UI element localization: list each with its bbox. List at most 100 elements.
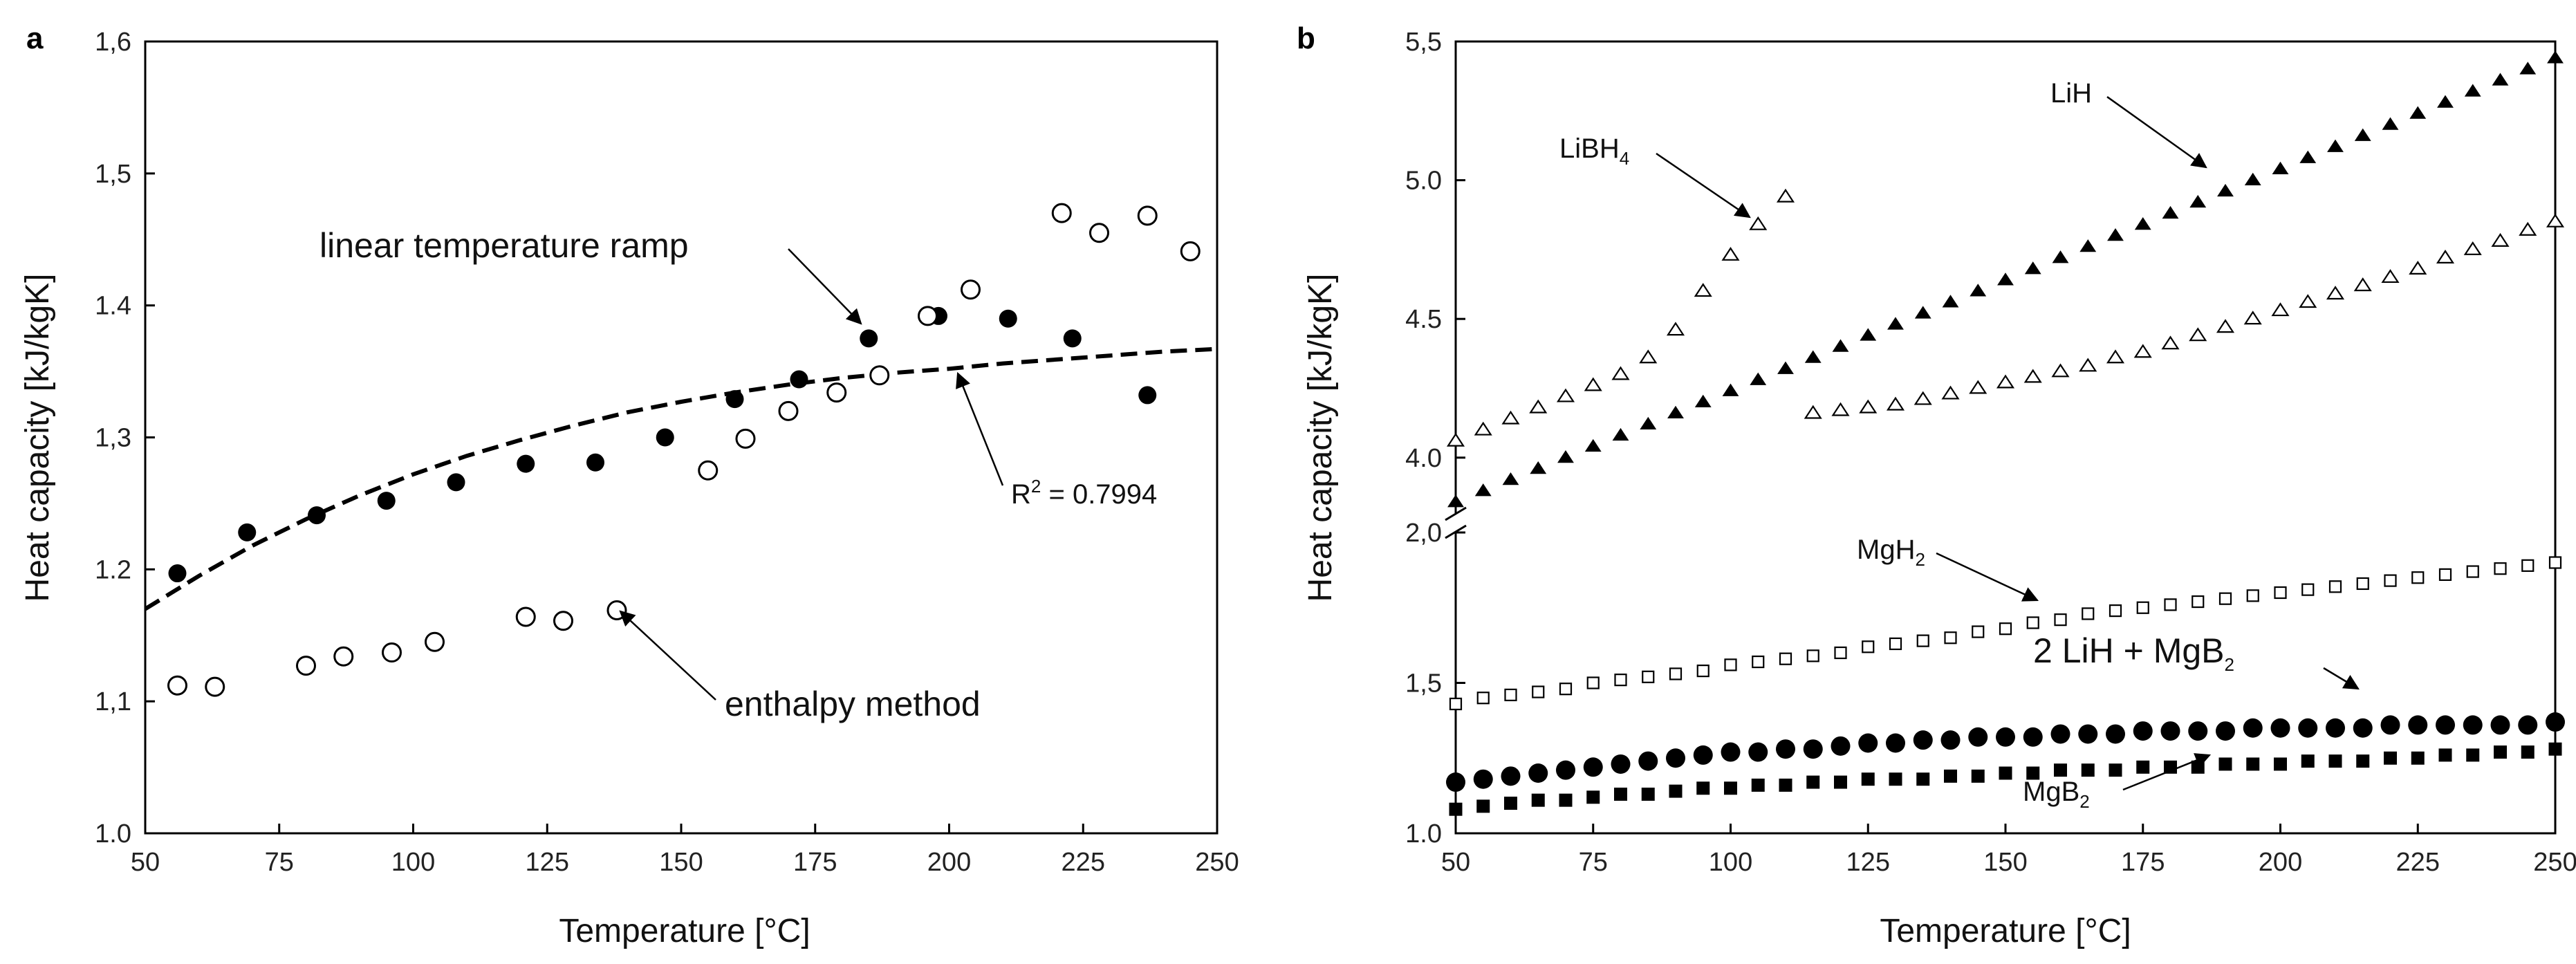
chart-b-x-tick-label: 175 xyxy=(2121,848,2165,877)
lih-mgb2-point xyxy=(1968,727,1988,747)
lih-point xyxy=(2189,194,2207,208)
lih-mgb2-point xyxy=(2078,724,2098,744)
mgb2-point xyxy=(1504,797,1517,810)
mgh2-point xyxy=(2274,586,2287,600)
mgb2-point xyxy=(1889,772,1902,786)
enthalpy-point xyxy=(606,600,627,620)
libh4-point xyxy=(1804,405,1822,419)
ramp-point xyxy=(1138,386,1157,405)
lih-mgb2-point xyxy=(2216,721,2235,741)
mgb2-point xyxy=(1834,775,1847,789)
enthalpy-point xyxy=(735,428,756,449)
libh4-point xyxy=(1831,402,1850,416)
libh4-point xyxy=(1666,322,1685,336)
libh4-point xyxy=(1556,388,1575,402)
libh4-point xyxy=(2079,358,2097,372)
lih-mgb2-point xyxy=(1748,742,1768,762)
libh4-point xyxy=(1969,380,1987,394)
chart-a-x-axis-label: Temperature [°C] xyxy=(559,913,810,949)
chart-a-y-tick-label: 1,6 xyxy=(95,28,131,57)
chart-b-x-axis-label: Temperature [°C] xyxy=(1880,913,2131,949)
mgh2-point xyxy=(1862,640,1875,654)
lih-point xyxy=(1640,416,1657,430)
chart-b-y-axis-label: Heat capacity [kJ/kgK] xyxy=(1302,274,1339,602)
lih-point xyxy=(2217,183,2234,197)
enthalpy-point xyxy=(167,675,187,696)
lih-point xyxy=(1502,472,1519,485)
lih-mgb2-point xyxy=(1831,736,1851,756)
lih-mgb2-point xyxy=(1776,739,1795,759)
enthalpy-point xyxy=(698,460,719,481)
mgh2-point xyxy=(1752,655,1765,669)
chart-b-y-tick-label: 2,0 xyxy=(1405,519,1442,548)
lih-mgb2-point xyxy=(2050,724,2070,744)
libh4-point xyxy=(1501,410,1520,425)
lih-mgb2-point xyxy=(2188,721,2208,741)
chart-a-x-tick-label: 125 xyxy=(526,848,569,877)
lih-mgb2-point xyxy=(2133,721,2153,741)
mgh2-point xyxy=(1586,676,1600,689)
libh4-point xyxy=(1694,283,1712,297)
chart-b-y-axis: 1.0 1,5 2,0 4.0 4.5 5.0 5,5 xyxy=(1405,28,1465,849)
mgh2-point xyxy=(1669,667,1683,680)
chart-a-y-axis: 1.0 1,1 1.2 1,3 1.4 1,5 1,6 xyxy=(95,28,155,849)
chart-b-x-tick-label: 75 xyxy=(1579,848,1608,877)
libh4-point xyxy=(2436,250,2455,263)
chart-b-y-tick-label: 5,5 xyxy=(1405,28,1442,57)
ramp-point xyxy=(656,428,674,447)
mgb2-point xyxy=(2054,763,2067,777)
chart-a-x-tick-label: 100 xyxy=(391,848,435,877)
lih-point xyxy=(2107,228,2124,241)
enthalpy-point xyxy=(1089,223,1109,243)
mgh2-point xyxy=(2218,592,2232,605)
ramp-point xyxy=(999,309,1017,328)
enthalpy-point xyxy=(869,365,890,386)
chart-b-y-tick-label: 5.0 xyxy=(1405,167,1442,196)
lih-mgb2-point xyxy=(1913,730,1933,750)
mgb2-point xyxy=(1614,787,1627,801)
mgb2-point xyxy=(1751,778,1765,792)
panel-label-a: a xyxy=(26,21,44,55)
mgh2-point xyxy=(2494,562,2507,575)
mgb2-point xyxy=(1669,784,1683,798)
ramp-point xyxy=(517,454,535,473)
libh4-point xyxy=(1749,216,1768,230)
libh4-point xyxy=(1996,374,2015,389)
chart-b-y-tick-label: 4.5 xyxy=(1405,305,1442,334)
libh4-point xyxy=(1721,246,1740,261)
lih-point xyxy=(1612,427,1629,441)
lih-mgb2-point xyxy=(2326,718,2345,738)
mgb2-point xyxy=(2191,760,2205,774)
libh4-point xyxy=(2023,369,2042,383)
chart-a-x-axis: 50 75 100 125 150 175 200 225 250 xyxy=(131,824,1239,877)
mgb2-point xyxy=(2218,757,2232,771)
libh4-point xyxy=(2546,213,2565,228)
mgb2-point xyxy=(1971,769,1985,783)
mgh2-point xyxy=(1916,634,1929,647)
lih-mgb2-point xyxy=(1721,742,1741,762)
mgh2-point xyxy=(1532,685,1545,698)
r2-annotation: R2 = 0.7994 xyxy=(1011,476,1157,510)
lih-mgb2-point xyxy=(1996,727,2015,747)
libh4-point xyxy=(2463,241,2482,255)
ramp-point xyxy=(790,370,808,389)
mgb2-point xyxy=(2026,766,2040,780)
mgh2-point xyxy=(2246,589,2259,602)
mgb2-point xyxy=(2274,757,2287,771)
lih-mgb2-point xyxy=(2436,715,2455,735)
lih-point xyxy=(2024,261,2041,275)
mgh2-point xyxy=(1972,625,1985,638)
lih-mgb2-point xyxy=(1803,739,1823,759)
mgh2-point xyxy=(1559,683,1573,696)
lih-point xyxy=(1860,328,1877,341)
chart-a-x-tick-label: 200 xyxy=(927,848,971,877)
enthalpy-point xyxy=(205,676,225,697)
lih-mgb2-point xyxy=(2270,718,2290,738)
chart-a-x-tick-label: 250 xyxy=(1195,848,1239,877)
enthalpy-point xyxy=(515,606,536,627)
mgb2-point xyxy=(1999,766,2012,780)
chart-b-y-tick-label: 4.0 xyxy=(1405,444,1442,473)
ramp-arrow xyxy=(788,248,862,325)
mgb2-arrow xyxy=(2122,753,2212,791)
lih-mgb2-point xyxy=(1528,763,1548,783)
